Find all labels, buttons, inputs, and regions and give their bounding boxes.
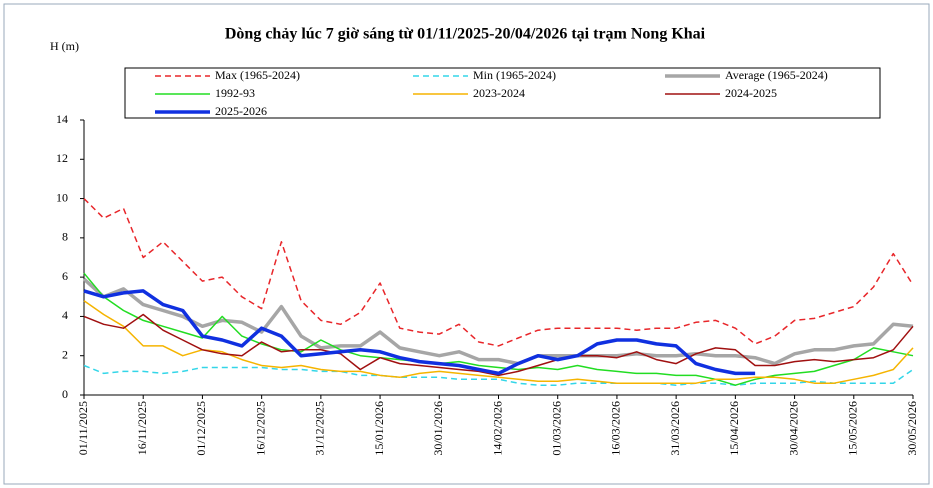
y-tick-label: 0 <box>62 387 68 401</box>
legend-label: 1992-93 <box>215 86 255 100</box>
series-line <box>83 272 914 386</box>
x-tick-label: 16/11/2025 <box>135 401 149 455</box>
x-tick-label: 30/01/2026 <box>431 401 445 456</box>
x-tick-label: 16/03/2026 <box>609 401 623 456</box>
x-tick-label: 31/03/2026 <box>668 401 682 456</box>
x-tick-label: 16/12/2025 <box>253 401 267 456</box>
y-tick-label: 6 <box>62 269 68 283</box>
legend-label: Min (1965-2024) <box>473 68 556 82</box>
chart-title: Dòng chảy lúc 7 giờ sáng từ 01/11/2025-2… <box>225 26 706 43</box>
y-tick-label: 2 <box>62 347 68 361</box>
x-tick-label: 15/05/2026 <box>846 401 860 456</box>
y-tick-label: 10 <box>56 190 68 204</box>
y-tick-label: 14 <box>56 112 68 126</box>
legend-label: 2024-2025 <box>725 86 777 100</box>
x-tick-label: 01/03/2026 <box>549 401 563 456</box>
legend-label: 2025-2026 <box>215 104 267 118</box>
legend-label: Max (1965-2024) <box>215 68 300 82</box>
x-tick-label: 15/01/2026 <box>372 401 386 456</box>
y-tick-label: 12 <box>56 151 68 165</box>
x-tick-label: 30/05/2026 <box>905 401 919 456</box>
x-tick-label: 31/12/2025 <box>313 401 327 456</box>
y-axis-label: H (m) <box>50 39 79 53</box>
y-tick-label: 4 <box>62 308 68 322</box>
legend-label: Average (1965-2024) <box>725 68 828 82</box>
x-tick-label: 01/12/2025 <box>194 401 208 456</box>
series-line <box>83 300 914 384</box>
legend <box>124 67 881 119</box>
y-tick-label: 8 <box>62 230 68 244</box>
x-tick-label: 15/04/2026 <box>727 401 741 456</box>
series-line <box>82 277 914 366</box>
series-line <box>83 313 914 377</box>
series-line <box>83 198 914 347</box>
x-tick-label: 01/11/2025 <box>76 401 90 455</box>
legend-label: 2023-2024 <box>473 86 525 100</box>
x-tick-label: 14/02/2026 <box>490 401 504 456</box>
series-line <box>83 289 756 376</box>
series-line <box>83 364 914 386</box>
x-tick-label: 30/04/2026 <box>786 401 800 456</box>
